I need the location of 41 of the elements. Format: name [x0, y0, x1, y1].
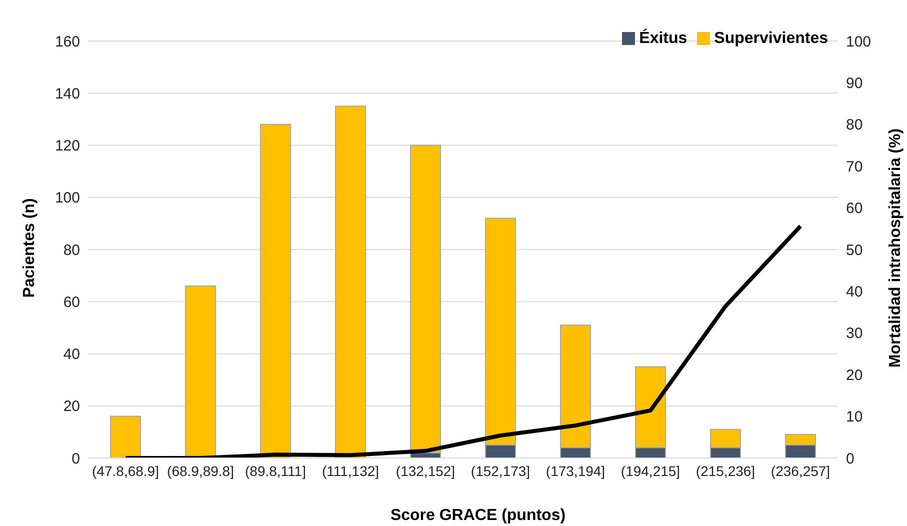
bar [335, 106, 366, 458]
bar [110, 416, 141, 458]
x-tick-label: (89.8,111] [245, 462, 306, 479]
x-tick-label: (236,257] [770, 462, 830, 479]
y2-tick-label: 90 [846, 75, 863, 92]
x-tick-label: (47.8,68.9] [92, 462, 159, 479]
bar [185, 285, 216, 458]
x-tick-label: (111,132] [322, 462, 380, 479]
bar [260, 124, 291, 458]
y-tick-label: 100 [54, 190, 80, 207]
y-tick-label: 160 [54, 33, 80, 50]
x-tick-label: (152,173] [470, 462, 530, 479]
x-tick-label: (132,152] [396, 462, 456, 479]
y-tick-label: 20 [63, 398, 80, 416]
y2-tick-label: 50 [846, 242, 863, 259]
x-tick-label: (215,236] [696, 462, 756, 479]
y-tick-label: 0 [72, 450, 80, 468]
y2-tick-label: 60 [846, 200, 863, 218]
y-axis-title: Pacientes (n) [21, 198, 38, 298]
x-tick-label: (173,194] [546, 462, 606, 479]
legend-label: Supervivientes [714, 30, 828, 47]
line-series [124, 224, 802, 458]
y2-tick-label: 80 [846, 116, 863, 134]
legend-label: Éxitus [639, 30, 688, 47]
y-tick-label: 140 [54, 85, 80, 102]
x-tick-label: (194,215] [620, 462, 680, 479]
x-axis-title: Score GRACE (puntos) [390, 507, 566, 524]
y2-tick-label: 0 [846, 450, 854, 468]
y-tick-label: 60 [63, 294, 80, 311]
y-tick-label: 40 [63, 346, 80, 364]
bar [410, 144, 441, 454]
y2-tick-label: 70 [846, 158, 863, 176]
y2-tick-label: 40 [846, 284, 863, 301]
y2-tick-label: 10 [846, 408, 863, 426]
y-tick-label: 80 [63, 242, 80, 259]
x-tick-label: (68.9,89.8] [167, 462, 234, 479]
y-tick-label: 120 [54, 138, 80, 155]
y2-tick-label: 100 [846, 33, 872, 50]
y2-tick-label: 30 [846, 325, 863, 342]
y2-tick-label: 20 [846, 366, 863, 384]
y2-axis-title: Mortalidad intrahospitalaria (%) [887, 128, 904, 368]
